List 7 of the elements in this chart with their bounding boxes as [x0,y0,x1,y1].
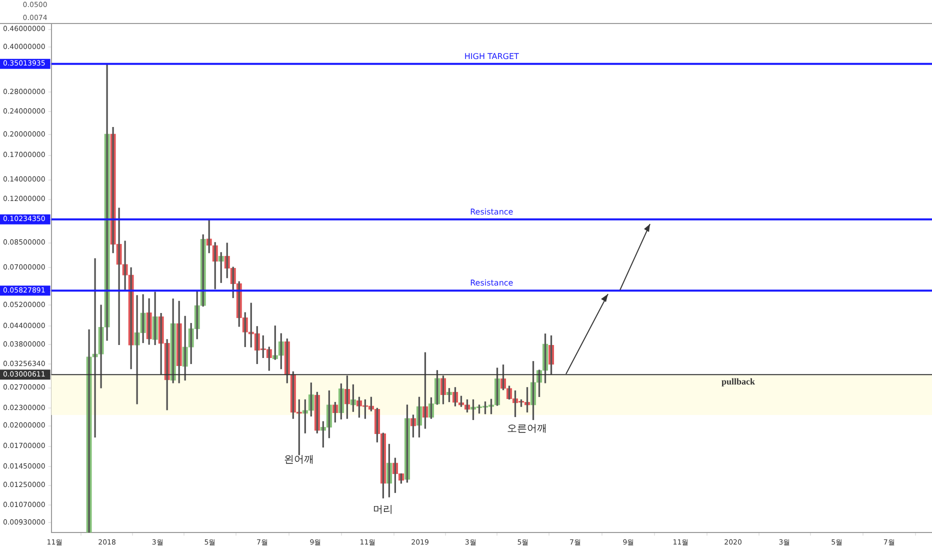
ref-line-label: HIGH TARGET [464,52,520,61]
annotation: 왼어깨 [284,454,314,466]
annotation: 오른어깨 [507,424,548,435]
ref-line-label: Resistance [470,208,514,217]
annotation: 머리 [373,504,394,516]
ref-line-label: Resistance [470,278,514,288]
ref-line-label: pullback [721,376,756,386]
